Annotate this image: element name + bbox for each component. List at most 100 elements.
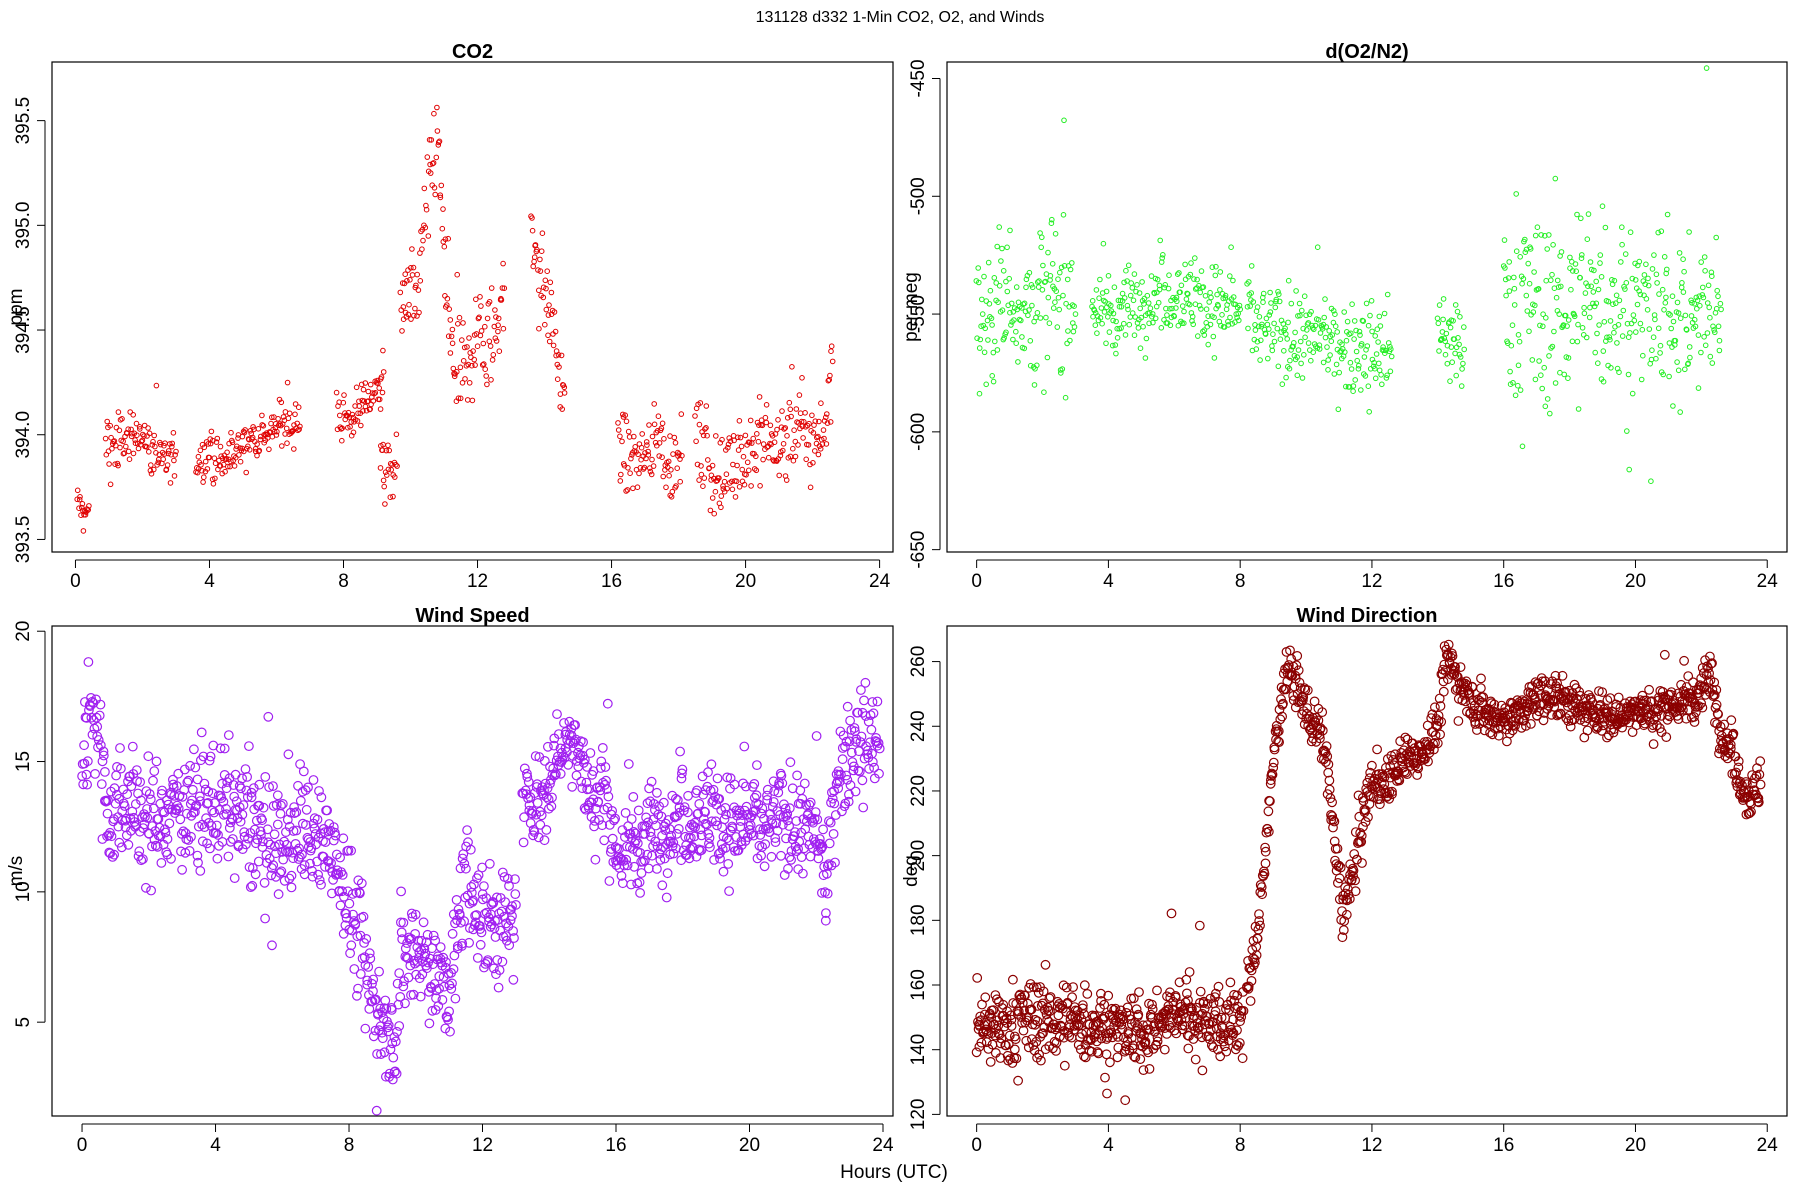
wd-data-point (1044, 993, 1055, 1004)
ws-data-point (856, 685, 866, 695)
o2-data-point (1531, 269, 1537, 275)
o2-data-point (1189, 313, 1196, 320)
ws-data-point (767, 818, 778, 829)
co2-data-point (481, 361, 487, 367)
ws-data-point (350, 918, 361, 929)
wd-data-point (1013, 1006, 1024, 1017)
wd-data-point (1039, 1004, 1050, 1015)
co2-data-point (546, 338, 553, 345)
wd-data-point (992, 994, 1002, 1005)
wd-data-point (1329, 816, 1340, 827)
ws-data-point (867, 757, 878, 767)
co2-data-point (711, 510, 718, 517)
ws-data-point (362, 975, 373, 986)
o2-data-point (1116, 303, 1123, 310)
o2-data-point (1630, 312, 1637, 318)
wd-data-point (1260, 846, 1271, 857)
ws-data-point (868, 708, 879, 719)
o2-data-point (979, 311, 986, 317)
wd-data-point (1030, 1014, 1041, 1025)
figure-suptitle: 131128 d332 1-Min CO2, O2, and Winds (756, 9, 1045, 26)
ws-data-point (708, 784, 719, 795)
o2-data-point (1100, 240, 1107, 247)
co2-data-point (461, 344, 468, 351)
ws-data-point (303, 782, 313, 793)
co2-data-point (385, 442, 391, 449)
ws-data-point (250, 869, 261, 880)
co2-data-point (115, 409, 122, 415)
o2-data-point (1008, 322, 1014, 328)
wd-data-point (1315, 723, 1326, 734)
co2-data-point (433, 154, 440, 161)
wd-data-point (1453, 716, 1464, 726)
ws-data-point (95, 740, 106, 751)
co2-data-point (809, 412, 815, 419)
ws-data-point (92, 721, 103, 732)
o2-data-point (1256, 314, 1263, 320)
ws-data-point (511, 900, 521, 910)
o2-data-point (1664, 211, 1671, 218)
o2-data-point (1716, 337, 1723, 344)
o2-data-point (1624, 320, 1631, 327)
o2-data-point (1109, 342, 1116, 349)
co2-data-point (482, 366, 489, 373)
o2-data-point (1257, 357, 1263, 363)
wd-data-point (1338, 894, 1349, 905)
o2-data-point (1295, 347, 1302, 353)
o2-data-point (974, 335, 980, 342)
co2-data-point (388, 467, 395, 473)
ws-x-tick-label: 4 (210, 1135, 221, 1156)
wd-data-point (1147, 1004, 1158, 1014)
o2-data-point (1335, 406, 1342, 413)
wd-data-point (1348, 865, 1359, 876)
o2-data-point (1132, 314, 1138, 320)
ws-data-point (445, 1026, 455, 1037)
o2-data-point (981, 349, 988, 356)
ws-data-point (472, 953, 483, 963)
wd-data-point (1147, 999, 1157, 1010)
o2-data-point (1049, 261, 1056, 267)
wd-data-point (1183, 1043, 1194, 1054)
o2-data-point (1021, 345, 1028, 352)
wd-data-point (993, 1028, 1004, 1039)
o2-data-point (1021, 300, 1028, 307)
o2-data-point (1186, 301, 1193, 308)
co2-data-point (484, 315, 491, 322)
o2-data-point (1615, 322, 1622, 328)
co2-data-point (666, 472, 672, 479)
ws-data-point (447, 978, 457, 989)
ws-data-point (603, 791, 614, 802)
o2-data-point (1236, 302, 1243, 309)
co2-data-point (797, 410, 804, 417)
wd-data-point (1356, 830, 1367, 841)
o2-data-point (1305, 340, 1312, 346)
o2-data-point (1560, 322, 1567, 328)
ws-data-point (246, 787, 257, 798)
ws-data-point (140, 882, 151, 893)
ws-data-point (114, 837, 125, 848)
o2-data-point (976, 345, 983, 351)
o2-data-point (1598, 274, 1605, 280)
ws-data-point (396, 886, 407, 897)
ws-data-point (509, 933, 519, 943)
co2-data-point (147, 467, 154, 474)
wd-data-point (1701, 684, 1712, 694)
co2-data-point (799, 375, 805, 381)
co2-data-point (796, 392, 803, 398)
co2-data-point (393, 461, 399, 468)
wd-data-point (1119, 1046, 1130, 1057)
ws-data-point (872, 696, 883, 707)
ws-data-point (121, 813, 131, 824)
wd-data-point (1260, 858, 1271, 869)
co2-data-point (153, 382, 160, 389)
ws-data-point (438, 972, 449, 982)
wd-data-point (1307, 727, 1318, 738)
co2-data-point (219, 455, 226, 462)
ws-data-point (457, 853, 468, 864)
ws-data-point (496, 906, 507, 917)
o2-data-point (1156, 286, 1163, 293)
wd-data-point (1293, 665, 1304, 676)
co2-data-point (106, 461, 112, 467)
co2-data-point (278, 399, 285, 406)
o2-data-point (1362, 373, 1369, 379)
